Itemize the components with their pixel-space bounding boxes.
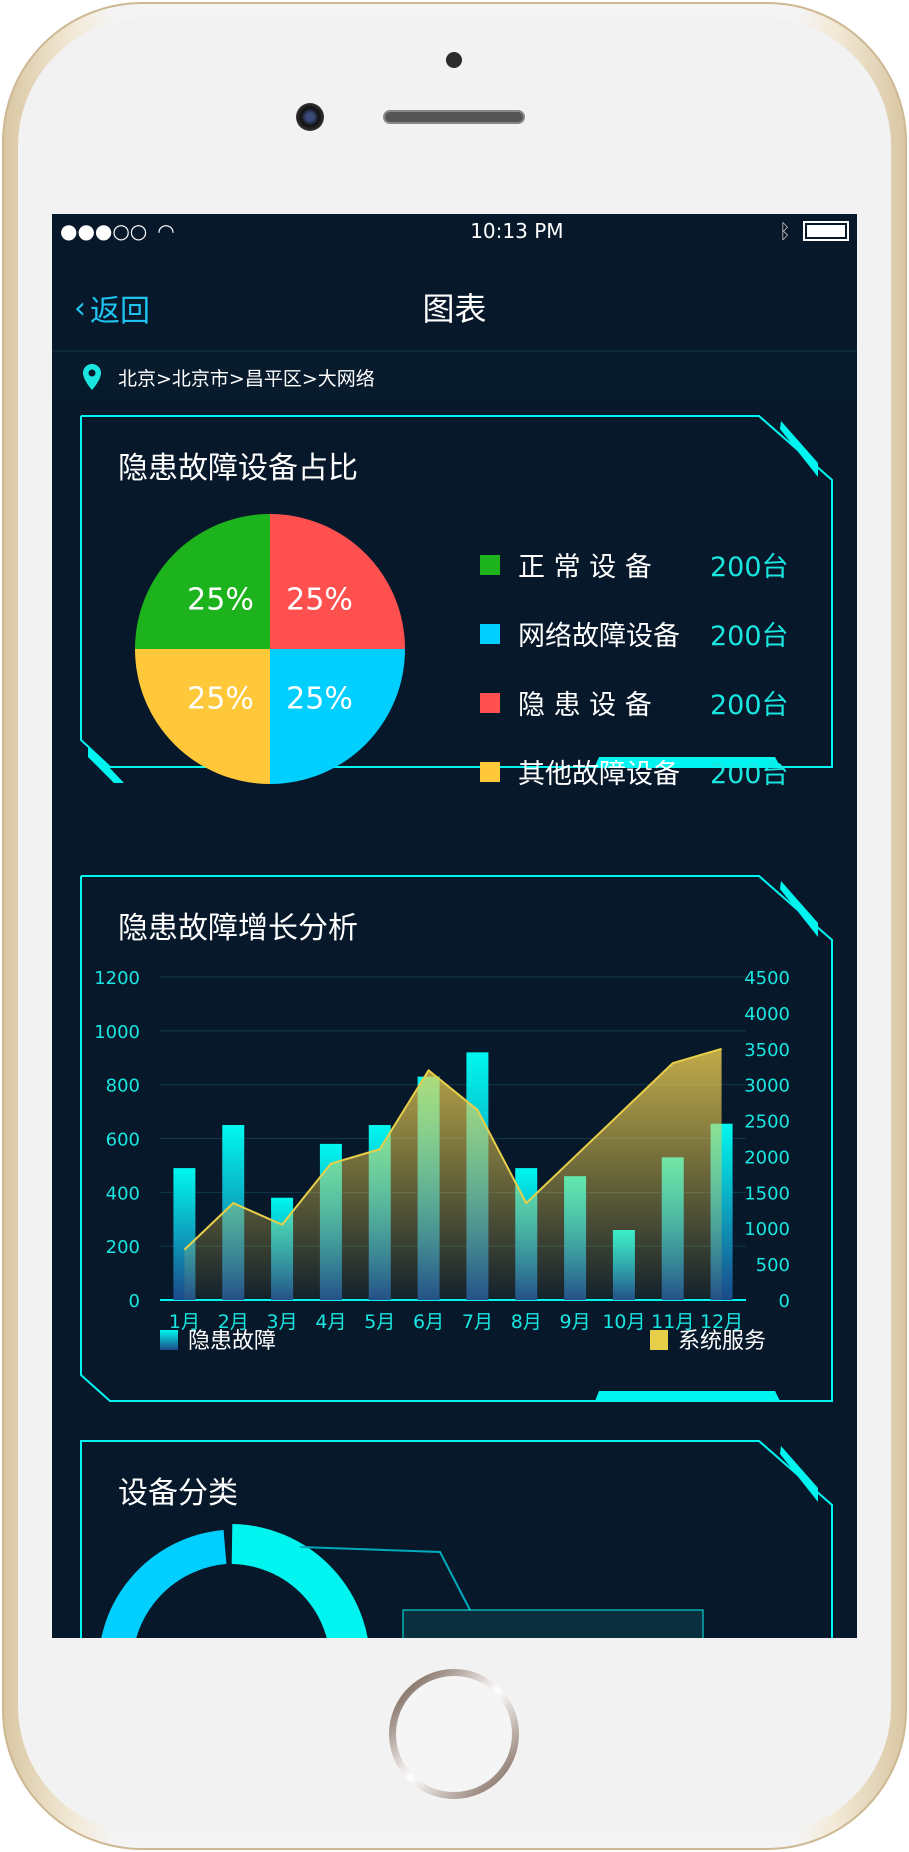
pie-slice: [135, 649, 270, 784]
legend-swatch: [480, 554, 500, 575]
pie-slice-label: 25%: [187, 583, 254, 618]
donut-segment: [231, 1524, 368, 1638]
pie-slice: [135, 514, 270, 649]
legend-value: 200台: [710, 552, 789, 583]
pie-slice: [270, 649, 405, 784]
panel-title: 设备分类: [118, 1476, 238, 1511]
screen: ●●●○○ ◠ 10:13 PM ᛒ ‹ 返回 图表 北京>北京市>昌平区>大网络 …: [52, 214, 857, 1638]
legend-item: 其他故障设备 200台: [480, 752, 789, 791]
y-left-tick: 1000: [94, 1022, 140, 1043]
signal-icon: ●●●○○: [60, 219, 148, 243]
y-right-tick: 4500: [744, 968, 790, 989]
speaker: [383, 110, 525, 124]
panel-frame: [80, 415, 833, 783]
legend-value: 200台: [710, 759, 789, 790]
wifi-icon: ◠: [157, 219, 175, 243]
pie-slice-label: 25%: [286, 681, 353, 716]
y-left-tick: 200: [106, 1237, 140, 1258]
pie-slice-label: 25%: [187, 681, 254, 716]
donut-segment: [101, 1530, 227, 1638]
y-right-tick: 3000: [744, 1076, 790, 1097]
battery-icon: [803, 221, 849, 241]
legend-label: 系统服务: [678, 1329, 766, 1354]
y-right-tick: 4000: [744, 1004, 790, 1025]
legend-swatch: [480, 692, 500, 713]
y-left-tick: 0: [129, 1291, 140, 1312]
x-tick: 4月: [315, 1311, 346, 1333]
x-tick: 8月: [511, 1311, 542, 1333]
y-left-tick: 600: [106, 1130, 140, 1151]
x-tick: 11月: [651, 1311, 694, 1333]
y-left-tick: 1200: [94, 968, 140, 989]
panel-frame: [80, 875, 833, 1402]
y-right-tick: 500: [756, 1255, 790, 1276]
x-tick: 3月: [267, 1311, 298, 1333]
home-button[interactable]: [389, 1669, 519, 1799]
x-tick: 6月: [413, 1311, 444, 1333]
status-bar: ●●●○○ ◠ 10:13 PM ᛒ: [52, 214, 857, 248]
y-left-tick: 800: [106, 1076, 140, 1097]
legend-swatch: [160, 1330, 178, 1350]
page-title: 图表: [422, 290, 487, 328]
location-pin-icon: [83, 364, 101, 390]
bar-chart-panel: 0 200 400 600 800 1000 1200 0 500 1000 1500 2000 250…: [80, 875, 834, 1405]
back-button[interactable]: ‹ 返回: [74, 290, 150, 330]
combo-chart: 0 200 400 600 800 1000 1200 0 500 1000 1500 2000 250…: [94, 968, 790, 1354]
panel-title: 隐患故障增长分析: [118, 911, 358, 946]
legend-item: 隐 患 设 备 200台: [480, 683, 789, 722]
legend-item: 正 常 设 备 200台: [480, 545, 789, 584]
legend-value: 200台: [710, 621, 789, 652]
legend-label: 隐 患 设 备: [518, 690, 652, 721]
chevron-left-icon: ‹: [74, 290, 86, 326]
y-right-tick: 3500: [744, 1040, 790, 1061]
legend-label: 其他故障设备: [518, 759, 680, 790]
front-camera: [296, 103, 324, 131]
area-fill: [184, 1048, 722, 1300]
x-tick: 9月: [560, 1311, 591, 1333]
nav-bar: ‹ 返回 图表: [52, 248, 857, 350]
panel-frame: [80, 1440, 833, 1638]
status-time: 10:13 PM: [470, 219, 564, 243]
x-tick: 12月: [700, 1311, 743, 1333]
panel-title: 隐患故障设备占比: [118, 451, 358, 486]
x-tick: 5月: [364, 1311, 395, 1333]
pie-slice-label: 25%: [286, 583, 353, 618]
y-left-tick: 400: [106, 1183, 140, 1204]
y-right-tick: 2000: [744, 1147, 790, 1168]
legend-label: 隐患故障: [188, 1329, 276, 1354]
category-panel: 设备分类: [80, 1440, 834, 1638]
legend-swatch: [480, 761, 500, 782]
pie-chart: 25% 25% 25% 25%: [135, 514, 405, 784]
y-right-tick: 2500: [744, 1112, 790, 1133]
pie-slice: [270, 514, 405, 649]
legend-label: 网络故障设备: [518, 621, 680, 652]
legend-item: 网络故障设备 200台: [480, 614, 789, 653]
area-line: [183, 1047, 722, 1251]
breadcrumb-path: 北京>北京市>昌平区>大网络: [118, 367, 375, 390]
x-tick: 7月: [462, 1311, 493, 1333]
legend-value: 200台: [710, 690, 789, 721]
y-right-tick: 0: [779, 1291, 790, 1312]
x-tick: 1月: [169, 1311, 200, 1333]
x-tick: 2月: [218, 1311, 249, 1333]
legend-label: 正 常 设 备: [518, 552, 652, 583]
bluetooth-icon: ᛒ: [779, 219, 791, 243]
legend-swatch: [480, 623, 500, 644]
y-right-tick: 1500: [744, 1183, 790, 1204]
breadcrumb: 北京>北京市>昌平区>大网络: [52, 350, 857, 402]
legend-swatch: [650, 1330, 668, 1350]
sensor-dot: [446, 52, 462, 68]
x-tick: 10月: [602, 1311, 645, 1333]
y-right-tick: 1000: [744, 1219, 790, 1240]
pie-panel: 隐患故障设备占比 25% 25% 25% 25% 正 常 设 备 200台 网络故障设备 2…: [80, 415, 834, 835]
